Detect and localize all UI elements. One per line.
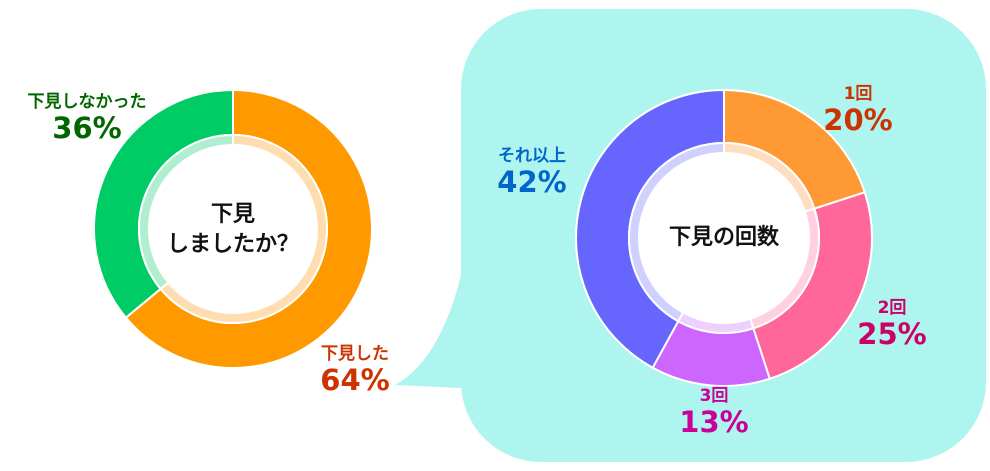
donut-center	[639, 153, 809, 323]
label-name: 1回	[843, 84, 873, 104]
donut-chart-viewed	[93, 88, 373, 369]
label-more: それ以上 42%	[472, 146, 592, 198]
label-percent: 36%	[52, 111, 122, 145]
label-3-times: 3回 13%	[664, 386, 764, 438]
label-name: 下見した	[321, 344, 389, 364]
label-percent: 25%	[857, 317, 927, 351]
label-name: 2回	[877, 298, 907, 318]
donut-center	[149, 145, 317, 313]
label-percent: 64%	[320, 363, 390, 397]
label-name: 3回	[699, 386, 729, 406]
label-percent: 42%	[497, 165, 567, 199]
center-line-2: しましたか？	[166, 232, 299, 257]
label-not-viewed: 下見しなかった 36%	[12, 92, 162, 144]
right-donut-center-title: 下見の回数	[644, 223, 804, 253]
left-donut-center-title: 下見 しましたか？	[158, 200, 308, 260]
label-percent: 13%	[679, 405, 749, 439]
label-name: それ以上	[498, 146, 566, 166]
center-line-1: 下見	[210, 202, 255, 227]
label-2-times: 2回 25%	[842, 298, 942, 350]
label-percent: 20%	[823, 103, 893, 137]
label-1-time: 1回 20%	[808, 84, 908, 136]
label-name: 下見しなかった	[27, 92, 147, 112]
center-title: 下見の回数	[668, 225, 779, 250]
donut-chart-view-count	[575, 88, 873, 387]
label-viewed: 下見した 64%	[300, 344, 410, 396]
